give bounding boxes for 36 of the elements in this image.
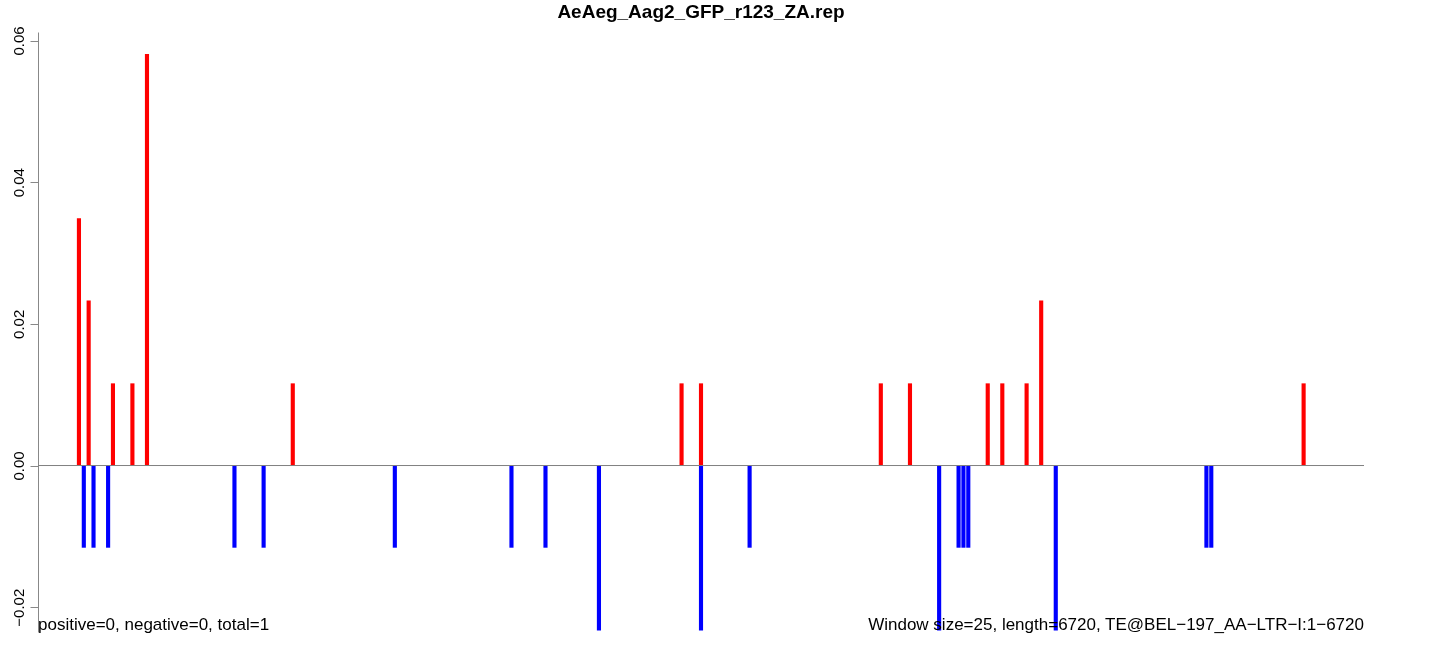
bar (392, 465, 397, 548)
bar (76, 218, 82, 466)
bar (91, 465, 96, 548)
y-tick-label: −0.02 (9, 588, 27, 627)
annotation: positive=0, negative=0, total=1 (38, 615, 270, 634)
bar (698, 465, 704, 631)
bar (86, 300, 91, 466)
bar (1039, 300, 1044, 466)
y-tick-label: 0.02 (9, 309, 27, 339)
bar (596, 465, 602, 631)
bar (261, 465, 266, 548)
y-tick-label: 0.00 (9, 451, 27, 481)
bar (106, 465, 111, 548)
bar (232, 465, 237, 548)
bar (1024, 383, 1029, 466)
bar (509, 465, 514, 548)
bar (956, 465, 961, 548)
bar (543, 465, 548, 548)
bar (1301, 383, 1306, 466)
bar (1000, 383, 1005, 466)
bar (878, 383, 883, 466)
bar (985, 383, 990, 466)
bar (130, 383, 135, 466)
y-tick-label: 0.06 (9, 26, 27, 56)
bar (698, 383, 704, 466)
bar (679, 383, 684, 466)
bar (1204, 465, 1209, 548)
bar (81, 465, 86, 548)
bar (747, 465, 752, 548)
bar (290, 383, 295, 466)
bar (961, 465, 966, 548)
bar (144, 53, 150, 466)
y-tick-label: 0.04 (9, 168, 27, 198)
bar (907, 383, 913, 466)
chart-title: AeAeg_Aag2_GFP_r123_ZA.rep (557, 0, 845, 22)
bar (110, 383, 116, 466)
